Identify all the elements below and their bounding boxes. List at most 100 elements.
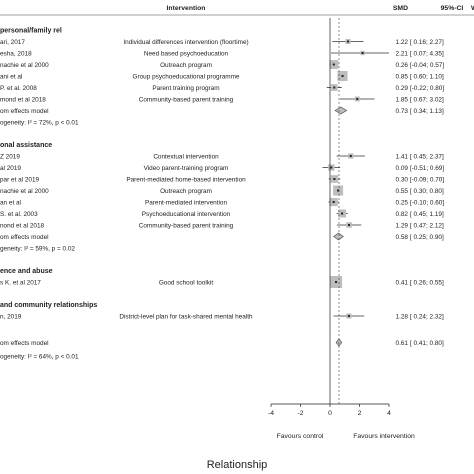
study-point bbox=[361, 52, 364, 54]
overall-model-label: om effects model bbox=[0, 340, 49, 347]
study-point bbox=[333, 178, 336, 180]
ci-value: [-0.04; 0.57] bbox=[410, 62, 444, 69]
subgroup-model-label: om effects model bbox=[0, 108, 49, 115]
subgroup-model-label: om effects model bbox=[0, 234, 49, 241]
study-name: mond et al 2018 bbox=[0, 96, 46, 103]
study-point bbox=[335, 281, 338, 283]
study-name: ari, 2017 bbox=[0, 39, 25, 46]
smd-value: 0.26 bbox=[396, 62, 409, 69]
ci-value: [ 0.45; 2.37] bbox=[410, 153, 444, 160]
ci-value: [ 0.47; 2.12] bbox=[410, 222, 444, 229]
intervention-label: Outreach program bbox=[160, 62, 212, 69]
figure-caption: Relationship bbox=[207, 459, 268, 471]
x-axis-tick-label: 2 bbox=[358, 410, 362, 417]
subgroup-heterogeneity: ogeneity: I² = 72%, p < 0.01 bbox=[0, 119, 79, 126]
smd-value: 0.82 bbox=[396, 211, 409, 218]
subgroup-summary-diamond bbox=[333, 232, 344, 241]
smd-value: 1.22 bbox=[396, 39, 409, 46]
study-name: nond et al 2018 bbox=[0, 222, 45, 229]
favours-control-label: Favours control bbox=[277, 433, 324, 440]
subgroup-header: ence and abuse bbox=[0, 268, 53, 275]
study-point bbox=[347, 315, 350, 317]
intervention-label: Group psychoeducational programme bbox=[133, 73, 240, 80]
study-name: par et al 2019 bbox=[0, 176, 40, 183]
subgroup-header: onal assistance bbox=[0, 142, 52, 149]
subgroup-heterogeneity: geneity: I² = 59%, p = 0.02 bbox=[0, 245, 75, 252]
subgroup-model-ci: [ 0.34; 1.13] bbox=[410, 108, 444, 115]
study-name: an et al bbox=[0, 199, 21, 206]
subgroup-summary-diamond bbox=[334, 106, 348, 115]
study-name: n, 2019 bbox=[0, 313, 22, 320]
intervention-label: Good school toolkit bbox=[159, 279, 214, 286]
ci-value: [-0.09; 0.70] bbox=[410, 176, 444, 183]
smd-value: 0.25 bbox=[396, 199, 409, 206]
smd-value: 0.09 bbox=[396, 165, 409, 172]
ci-value: [ 0.30; 0.80] bbox=[410, 188, 444, 195]
subgroup-header: and community relationships bbox=[0, 302, 97, 309]
study-name: S. et al. 2003 bbox=[0, 211, 38, 218]
weight-column-header: W bbox=[471, 5, 474, 12]
study-point bbox=[330, 166, 333, 169]
study-point bbox=[356, 98, 359, 100]
ci-value: [-0.10; 0.60] bbox=[410, 199, 444, 206]
overall-heterogeneity: ogeneity: I² = 64%, p < 0.01 bbox=[0, 353, 79, 360]
study-point bbox=[337, 189, 340, 192]
subgroup-model-ci: [ 0.25; 0.90] bbox=[410, 234, 444, 241]
ci-value: [ 0.07; 4.35] bbox=[410, 50, 444, 57]
ci-value: [-0.22; 0.80] bbox=[410, 85, 444, 92]
smd-value: 1.29 bbox=[396, 222, 409, 229]
ci-value: [ 0.26; 0.55] bbox=[410, 279, 444, 286]
overall-model-ci: [ 0.41; 0.80] bbox=[410, 340, 444, 347]
study-point bbox=[332, 63, 335, 66]
smd-value: 0.30 bbox=[396, 176, 409, 183]
subgroup-model-smd: 0.73 bbox=[396, 108, 409, 115]
intervention-label: Parent training program bbox=[152, 85, 219, 92]
study-name: s K. et al 2017 bbox=[0, 279, 41, 286]
ci-value: [ 0.45; 1.19] bbox=[410, 211, 444, 218]
study-name: nachie et al 2000 bbox=[0, 188, 49, 195]
ci-value: [ 0.67; 3.02] bbox=[410, 96, 444, 103]
smd-value: 0.85 bbox=[396, 73, 409, 80]
smd-value: 0.41 bbox=[396, 279, 409, 286]
study-name: Z 2019 bbox=[0, 153, 20, 160]
smd-value: 2.21 bbox=[396, 50, 409, 57]
intervention-label: Psychoeducational intervention bbox=[142, 211, 231, 218]
study-point bbox=[348, 224, 351, 226]
subgroup-model-smd: 0.58 bbox=[396, 234, 409, 241]
overall-model-smd: 0.61 bbox=[396, 340, 409, 347]
subgroup-header: personal/family rel bbox=[0, 28, 62, 35]
study-name: ani et al bbox=[0, 73, 22, 80]
intervention-label: Need based psychoeducation bbox=[144, 50, 229, 57]
study-name: al 2019 bbox=[0, 165, 21, 172]
intervention-label: District-level plan for task-shared ment… bbox=[119, 313, 253, 320]
intervention-label: Contextual intervention bbox=[153, 153, 219, 160]
ci-value: [ 0.60; 1.10] bbox=[410, 73, 444, 80]
smd-value: 1.85 bbox=[396, 96, 409, 103]
smd-value: 0.29 bbox=[396, 85, 409, 92]
study-name: esha, 2018 bbox=[0, 50, 32, 57]
intervention-label: Community-based parent training bbox=[139, 222, 234, 229]
x-axis-tick-label: -4 bbox=[268, 410, 274, 417]
smd-column-header: SMD bbox=[393, 5, 408, 12]
ci-column-header: 95%-CI bbox=[441, 5, 464, 12]
study-point bbox=[349, 155, 352, 157]
intervention-label: Outreach program bbox=[160, 188, 212, 195]
intervention-label: Individual differences intervention (flo… bbox=[123, 39, 248, 46]
study-point bbox=[341, 212, 344, 215]
study-point bbox=[341, 75, 344, 77]
intervention-column-header: Intervention bbox=[167, 5, 206, 12]
ci-value: [ 0.16; 2.27] bbox=[410, 39, 444, 46]
intervention-label: Parent-mediated intervention bbox=[145, 199, 228, 206]
study-name: P. et al. 2008 bbox=[0, 85, 37, 92]
smd-value: 1.28 bbox=[396, 313, 409, 320]
ci-value: [ 0.24; 2.32] bbox=[410, 313, 444, 320]
favours-intervention-label: Favours intervention bbox=[353, 433, 415, 440]
intervention-label: Community-based parent training bbox=[139, 96, 234, 103]
study-point bbox=[346, 40, 349, 43]
smd-value: 0.55 bbox=[396, 188, 409, 195]
intervention-label: Parent-mediated home-based intervention bbox=[126, 176, 246, 183]
study-point bbox=[333, 86, 336, 89]
smd-value: 1.41 bbox=[396, 153, 409, 160]
